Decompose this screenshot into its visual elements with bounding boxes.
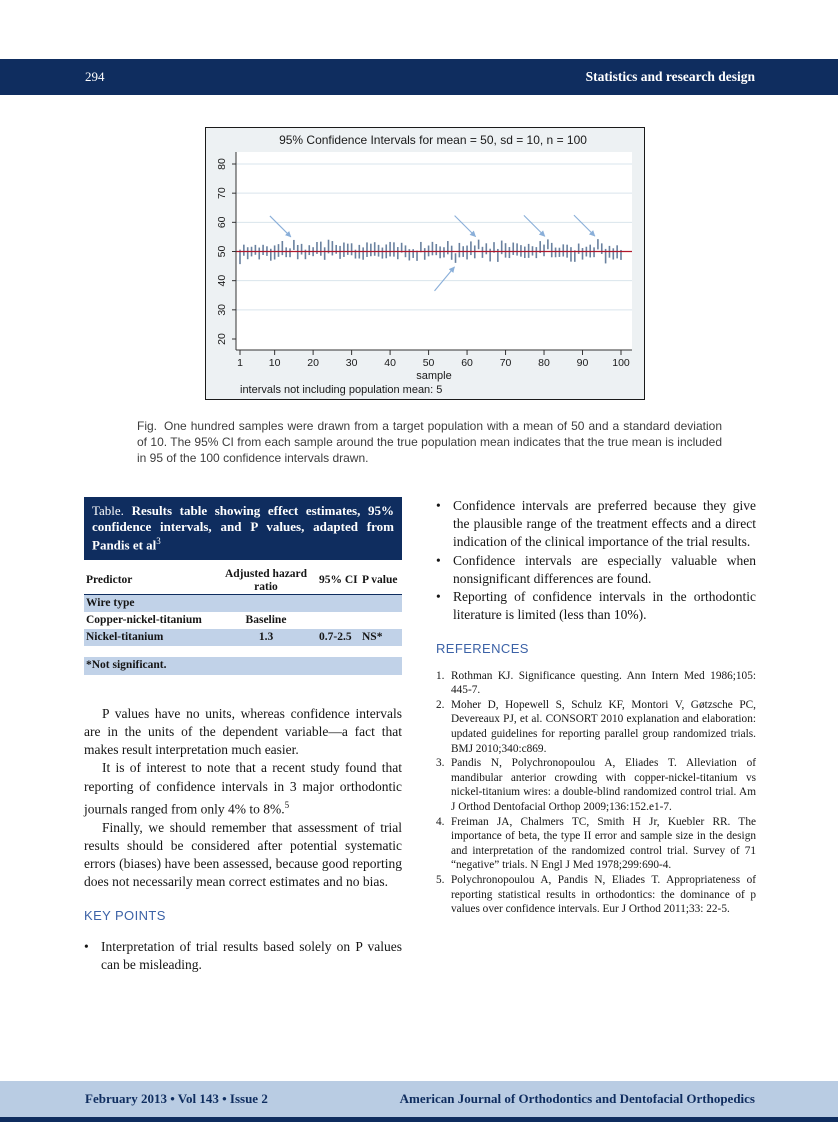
key-points-list: • Interpretation of trial results based s… [84, 938, 402, 974]
body-paragraph: P values have no units, whereas confiden… [84, 705, 402, 760]
summary-bullet: • Confidence intervals are preferred beca… [436, 497, 756, 552]
group-row-label: Wire type [86, 596, 135, 609]
figure-caption-label: Fig. [137, 419, 158, 433]
figure-caption-text: One hundred samples were drawn from a ta… [137, 419, 722, 465]
cell-ci: 0.7-2.5 [319, 630, 352, 643]
paragraph-text: It is of interest to note that a recent … [84, 760, 402, 817]
page-footer-bar: February 2013 • Vol 143 • Issue 2 Americ… [0, 1081, 838, 1117]
bullet-text: Confidence intervals are especially valu… [453, 552, 756, 586]
reference-item: 4. Freiman JA, Chalmers TC, Smith H Jr, K… [436, 815, 756, 873]
table-footnote: *Not significant. [84, 656, 402, 675]
results-table: Table. Results table showing effect esti… [84, 497, 402, 675]
table-title: Table. Results table showing effect esti… [84, 497, 402, 560]
svg-text:60: 60 [461, 357, 473, 369]
references-list: 1. Rothman KJ. Significance questing. Ann… [436, 669, 756, 917]
bullet-text: Interpretation of trial results based so… [101, 938, 402, 972]
bullet-marker: • [436, 498, 441, 513]
svg-text:80: 80 [216, 158, 228, 170]
svg-text:30: 30 [346, 357, 358, 369]
svg-text:20: 20 [216, 333, 228, 345]
svg-text:sample: sample [416, 370, 451, 382]
svg-text:70: 70 [500, 357, 512, 369]
svg-text:50: 50 [423, 357, 435, 369]
paragraph-text: P values have no units, whereas confiden… [84, 705, 402, 758]
svg-text:40: 40 [216, 275, 228, 287]
cell-ratio: 1.3 [258, 630, 274, 643]
svg-text:60: 60 [216, 216, 228, 228]
bullet-marker: • [436, 552, 441, 568]
summary-bullet: • Confidence intervals are especially val… [436, 552, 756, 588]
right-column: • Confidence intervals are preferred beca… [436, 497, 756, 917]
left-column: Table. Results table showing effect esti… [84, 497, 402, 974]
svg-text:100: 100 [612, 357, 630, 369]
citation-sup: 5 [284, 799, 290, 810]
bullet-marker: • [84, 938, 89, 954]
key-point-bullet: • Interpretation of trial results based s… [84, 938, 402, 974]
svg-text:20: 20 [307, 357, 319, 369]
table-title-citation-sup: 3 [156, 536, 161, 546]
reference-number: 2. [436, 698, 445, 711]
summary-bullet: • Reporting of confidence intervals in th… [436, 588, 756, 624]
col-header-hazard-ratio: Adjusted hazard ratio [224, 567, 308, 593]
svg-text:70: 70 [216, 187, 228, 199]
body-paragraph: It is of interest to note that a recent … [84, 759, 402, 818]
reference-number: 4. [436, 815, 445, 828]
journal-name: American Journal of Orthodontics and Den… [399, 1091, 755, 1106]
table-row: Copper-nickel-titanium Baseline [84, 612, 402, 629]
cell-predictor: Copper-nickel-titanium [86, 613, 202, 626]
cell-predictor: Nickel-titanium [86, 630, 164, 643]
reference-text: Moher D, Hopewell S, Schulz KF, Montori … [451, 698, 756, 755]
page-header-bar: 294 Statistics and research design [0, 59, 838, 95]
bullet-marker: • [436, 589, 441, 605]
reference-number: 5. [436, 873, 445, 886]
reference-item: 3. Pandis N, Polychronopoulou A, Eliades … [436, 756, 756, 814]
svg-text:90: 90 [577, 357, 589, 369]
table-title-prefix: Table. [92, 503, 124, 518]
figure-panel: 20 30 40 50 60 70 80 1 10 20 30 40 50 60 70 80 90 100 samp… [205, 127, 645, 400]
cell-p: NS* [362, 630, 383, 643]
figure-caption: Fig. One hundred samples were drawn from … [137, 418, 722, 466]
reference-number: 3. [436, 757, 445, 770]
reference-item: 2. Moher D, Hopewell S, Schulz KF, Montor… [436, 698, 756, 756]
svg-text:50: 50 [216, 246, 228, 258]
footer-accent-strip [0, 1117, 838, 1122]
reference-text: Polychronopoulou A, Pandis N, Eliades T.… [451, 873, 756, 916]
svg-text:10: 10 [269, 357, 281, 369]
svg-text:80: 80 [538, 357, 550, 369]
paragraph-text: Finally, we should remember that assessm… [84, 819, 402, 890]
table-title-text: Results table showing effect estimates, … [92, 503, 394, 553]
table-header-row: Predictor Adjusted hazard ratio 95% CI P… [84, 568, 402, 595]
reference-item: 1. Rothman KJ. Significance questing. Ann… [436, 669, 756, 698]
svg-text:30: 30 [216, 304, 228, 316]
page-number: 294 [85, 69, 105, 84]
table-gap [84, 646, 402, 657]
key-points-heading: KEY POINTS [84, 908, 166, 924]
references-heading: REFERENCES [436, 641, 529, 657]
table-row: Nickel-titanium 1.3 0.7-2.5 NS* [84, 628, 402, 646]
svg-text:95% Confidence Intervals for m: 95% Confidence Intervals for mean = 50, … [279, 133, 587, 147]
summary-bullet-list: • Confidence intervals are preferred beca… [436, 497, 756, 624]
running-head: Statistics and research design [585, 69, 755, 84]
issue-info: February 2013 • Vol 143 • Issue 2 [85, 1091, 268, 1106]
bullet-text: Confidence intervals are preferred becau… [453, 498, 756, 550]
svg-text:40: 40 [384, 357, 396, 369]
reference-text: Pandis N, Polychronopoulou A, Eliades T.… [451, 757, 756, 813]
body-paragraph: Finally, we should remember that assessm… [84, 819, 402, 892]
svg-text:1: 1 [237, 357, 243, 369]
reference-text: Rothman KJ. Significance questing. Ann I… [451, 669, 756, 697]
reference-item: 5. Polychronopoulou A, Pandis N, Eliades … [436, 873, 756, 917]
confidence-interval-chart: 20 30 40 50 60 70 80 1 10 20 30 40 50 60 70 80 90 100 samp… [216, 133, 632, 396]
bullet-text: Reporting of confidence intervals in the… [453, 589, 756, 623]
col-header-ci: 95% CI [319, 574, 358, 587]
reference-number: 1. [436, 669, 445, 682]
col-header-p-value: P value [362, 574, 398, 587]
reference-text: Freiman JA, Chalmers TC, Smith H Jr, Kue… [451, 815, 756, 872]
cell-ratio: Baseline [245, 613, 287, 626]
svg-text:intervals not including popula: intervals not including population mean:… [240, 384, 442, 396]
table-group-row: Wire type [84, 594, 402, 612]
col-header-predictor: Predictor [86, 574, 133, 587]
